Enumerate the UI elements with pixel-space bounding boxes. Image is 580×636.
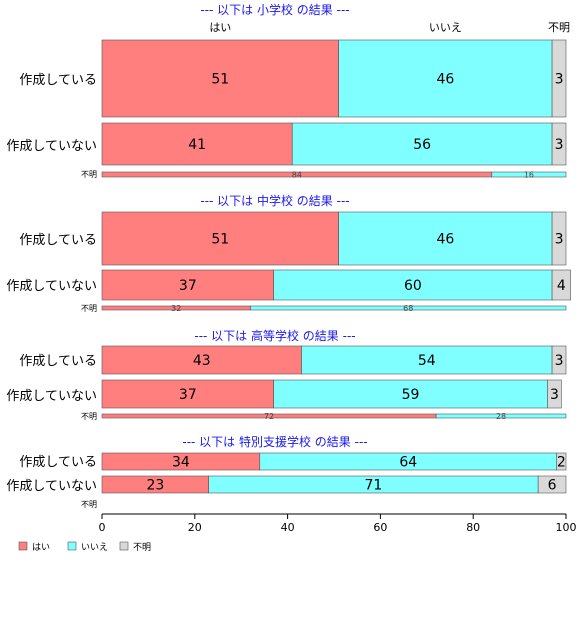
data-label-unknown: 3	[555, 232, 564, 248]
data-label-yes: 43	[193, 353, 211, 369]
legend-label-unknown: 不明	[133, 542, 151, 553]
data-label-unknown: 4	[557, 278, 566, 294]
bar-segment-unknown	[551, 39, 567, 118]
bar-segment-yes	[101, 269, 274, 301]
row-label-unknown: 不明	[81, 412, 97, 421]
row-label: 作成していない	[6, 389, 97, 404]
legend-swatch-no	[67, 541, 77, 551]
x-tick-label: 100	[556, 521, 577, 534]
bar-segment-unknown	[551, 345, 567, 375]
bar-segment-yes	[101, 345, 302, 375]
category-header-unknown: 不明	[548, 21, 570, 34]
data-label-yes: 41	[188, 137, 206, 153]
data-label-yes: 51	[211, 232, 229, 248]
row-label-unknown: 不明	[81, 500, 97, 509]
data-label-yes: 37	[179, 387, 197, 403]
bar-segment-no	[273, 269, 553, 301]
data-label-no: 28	[496, 412, 506, 421]
row-label-unknown: 不明	[81, 304, 97, 313]
data-label-no: 64	[399, 455, 417, 471]
bar-segment-no	[338, 211, 553, 266]
bar-segment-yes	[101, 122, 293, 166]
x-tick-label: 60	[373, 521, 387, 534]
data-label-yes: 34	[172, 455, 190, 471]
legend-swatch-unknown	[119, 541, 129, 551]
bar-segment-unknown	[537, 475, 567, 494]
data-label-no: 56	[413, 137, 431, 153]
data-label-unknown: 2	[557, 455, 566, 471]
data-label-unknown: 3	[555, 72, 564, 88]
bar-segment-unknown	[551, 269, 571, 301]
data-label-unknown: 3	[550, 387, 559, 403]
data-label-no: 54	[418, 353, 436, 369]
row-label: 作成している	[19, 354, 97, 369]
bar-segment-no	[491, 171, 567, 178]
bar-segment-yes	[101, 379, 274, 409]
data-label-unknown: 3	[555, 353, 564, 369]
row-label: 作成していない	[6, 279, 97, 294]
category-header-yes: はい	[209, 21, 231, 34]
category-header-no: いいえ	[429, 21, 462, 34]
row-label: 作成していない	[6, 139, 97, 154]
data-label-yes: 32	[171, 304, 181, 313]
data-label-unknown: 6	[548, 478, 557, 494]
legend-swatch-yes	[18, 541, 28, 551]
panel-title: --- 以下は 小学校 の結果 ---	[200, 2, 349, 17]
bar-segment-no	[291, 122, 553, 166]
data-label-no: 59	[402, 387, 420, 403]
data-label-no: 60	[404, 278, 422, 294]
bar-segment-unknown	[551, 211, 567, 266]
legend-label-yes: はい	[32, 542, 50, 553]
data-label-yes: 72	[264, 412, 274, 421]
data-label-yes: 37	[179, 278, 197, 294]
row-label: 作成している	[19, 233, 97, 248]
panel-title: --- 以下は 高等学校 の結果 ---	[194, 328, 355, 343]
x-tick-label: 0	[99, 521, 106, 534]
data-label-no: 16	[524, 170, 534, 179]
x-tick-label: 20	[188, 521, 202, 534]
bar-segment-no	[338, 39, 553, 118]
data-label-no: 68	[403, 304, 413, 313]
data-label-yes: 84	[292, 170, 302, 179]
row-label: 作成している	[19, 455, 97, 470]
data-label-no: 46	[436, 72, 454, 88]
panel-title: --- 以下は 特別支援学校 の結果 ---	[182, 434, 367, 449]
x-tick-label: 80	[466, 521, 480, 534]
data-label-no: 71	[365, 478, 383, 494]
bar-segment-unknown	[547, 379, 562, 409]
bar-segment-no	[273, 379, 548, 409]
bar-segment-unknown	[551, 122, 567, 166]
row-label: 作成していない	[6, 479, 97, 494]
row-label: 作成している	[19, 73, 97, 88]
bar-segment-yes	[101, 39, 339, 118]
bar-segment-no	[250, 305, 567, 311]
data-label-no: 46	[436, 232, 454, 248]
bar-segment-no	[435, 413, 567, 419]
bar-segment-unknown	[556, 452, 567, 471]
row-label-unknown: 不明	[81, 170, 97, 179]
legend-label-no: いいえ	[81, 542, 108, 553]
data-label-yes: 23	[146, 478, 164, 494]
panel-title: --- 以下は 中学校 の結果 ---	[200, 193, 349, 208]
bar-segment-yes	[101, 211, 339, 266]
bar-segment-no	[301, 345, 553, 375]
data-label-yes: 51	[211, 72, 229, 88]
data-label-unknown: 3	[555, 137, 564, 153]
x-tick-label: 40	[281, 521, 295, 534]
